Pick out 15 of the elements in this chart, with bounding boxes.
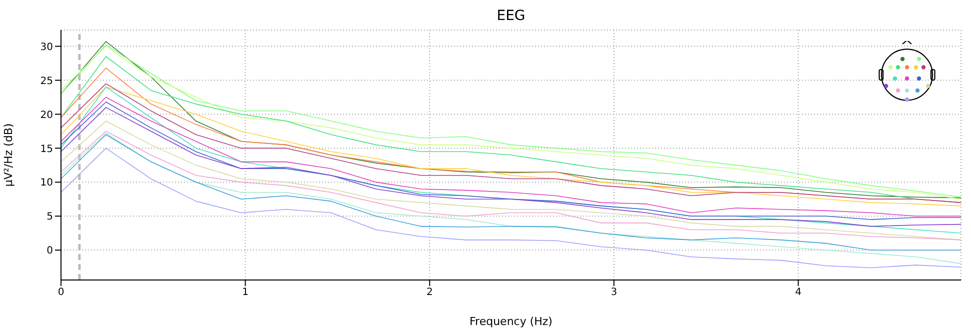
x-tick-label: 3 [610, 287, 618, 298]
x-tick-label: 2 [426, 287, 433, 298]
x-tick-label: 1 [242, 287, 248, 298]
y-tick-label: 30 [40, 42, 53, 53]
y-tick-label: 25 [40, 76, 53, 87]
y-tick-label: 10 [40, 178, 53, 189]
y-tick-label: 20 [40, 110, 53, 121]
chart-title: EEG [496, 8, 526, 24]
y-axis-title: µV²/Hz (dB) [2, 123, 15, 187]
x-axis-title: Frequency (Hz) [470, 315, 552, 328]
y-tick-label: 5 [46, 212, 53, 223]
y-tick-label: 0 [46, 246, 53, 257]
x-tick-label: 4 [795, 287, 802, 298]
y-tick-label: 15 [40, 144, 53, 155]
x-tick-label: 0 [58, 287, 64, 298]
